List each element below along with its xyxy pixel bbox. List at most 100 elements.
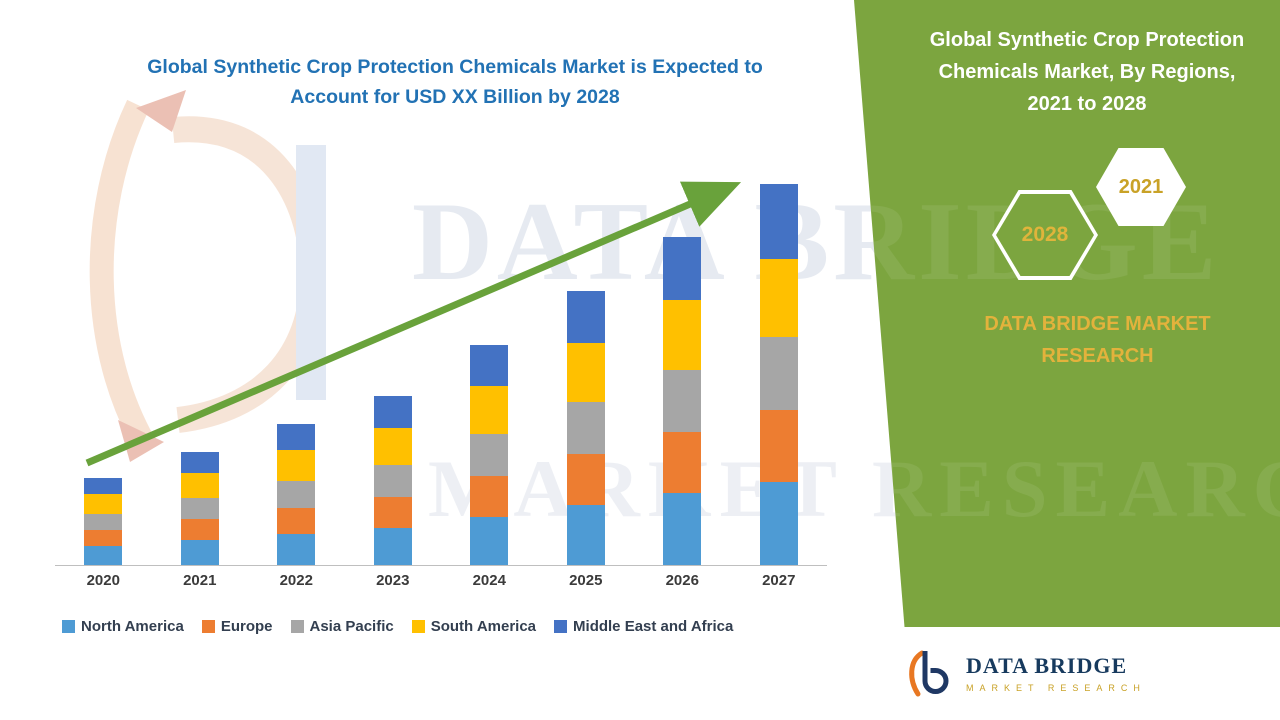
x-axis-labels: 2020 2021 2022 2023 2024 2025 2026 2027 bbox=[55, 572, 827, 589]
bar-segment-asia-pacific bbox=[470, 434, 509, 476]
legend-item-asia-pacific: Asia Pacific bbox=[290, 618, 394, 635]
footer-logo-text: DATA BRIDGE MARKET RESEARCH bbox=[966, 653, 1146, 694]
bar-segment-asia-pacific bbox=[759, 337, 798, 410]
legend-item-europe: Europe bbox=[201, 618, 273, 635]
bar-column-2026 bbox=[634, 178, 731, 565]
bar-segment-europe bbox=[663, 432, 702, 493]
bar-segment-asia-pacific bbox=[566, 402, 605, 454]
x-axis-label: 2021 bbox=[183, 572, 217, 589]
panel-brand: DATA BRIDGE MARKET RESEARCH bbox=[930, 308, 1265, 372]
bar-segment-asia-pacific bbox=[277, 481, 316, 508]
bar-segment-asia-pacific bbox=[84, 514, 123, 530]
panel-title: Global Synthetic Crop Protection Chemica… bbox=[912, 24, 1262, 120]
footer-brand-subtitle: MARKET RESEARCH bbox=[966, 683, 1146, 694]
chart-title-line-1: Global Synthetic Crop Protection Chemica… bbox=[147, 56, 763, 78]
bar-segment-south-america bbox=[759, 259, 798, 337]
panel-watermark-line2: MARKET RESEARCH bbox=[428, 443, 1280, 534]
bar-segment-south-america bbox=[277, 450, 316, 481]
bar-stack bbox=[566, 291, 605, 565]
legend-swatch bbox=[62, 620, 75, 633]
bar-segment-north-america bbox=[470, 517, 509, 565]
bar-column-2025 bbox=[538, 178, 635, 565]
bar-segment-europe bbox=[373, 497, 412, 528]
legend-swatch bbox=[554, 620, 568, 633]
x-axis-label: 2022 bbox=[279, 572, 313, 589]
bar-segment-middle-east-and-africa bbox=[277, 424, 316, 450]
x-axis-label: 2026 bbox=[665, 572, 699, 589]
bar-segment-north-america bbox=[663, 493, 702, 565]
bar-segment-middle-east-and-africa bbox=[663, 237, 702, 300]
bar-segment-south-america bbox=[566, 343, 605, 402]
footer-brand-name: DATA BRIDGE bbox=[966, 652, 1128, 678]
bar-segment-europe bbox=[470, 476, 509, 517]
panel-brand-line-1: DATA BRIDGE MARKET bbox=[984, 313, 1211, 335]
legend-label: North America bbox=[81, 618, 184, 635]
bar-segment-north-america bbox=[84, 546, 123, 565]
bar-segment-middle-east-and-africa bbox=[566, 291, 605, 343]
legend-swatch bbox=[201, 620, 215, 633]
bar-chart bbox=[55, 178, 827, 566]
bar-segment-south-america bbox=[470, 386, 509, 434]
bar-segment-south-america bbox=[373, 428, 412, 465]
data-bridge-logo-icon bbox=[909, 650, 949, 696]
x-axis-label: 2027 bbox=[762, 572, 796, 589]
bar-segment-asia-pacific bbox=[373, 465, 412, 497]
panel-brand-line-2: RESEARCH bbox=[1041, 345, 1154, 367]
bar-segment-south-america bbox=[84, 494, 123, 514]
bar-segment-asia-pacific bbox=[180, 498, 219, 519]
panel-title-line-2: Chemicals Market, By Regions, bbox=[938, 61, 1236, 83]
chart-legend: North America Europe Asia Pacific South Ame… bbox=[62, 618, 733, 635]
legend-item-south-america: South America bbox=[411, 618, 537, 635]
bar-segment-south-america bbox=[663, 300, 702, 370]
bar-segment-middle-east-and-africa bbox=[180, 452, 219, 473]
bar-segment-north-america bbox=[759, 482, 798, 565]
bar-stack bbox=[759, 184, 798, 565]
panel-title-line-3: 2021 to 2028 bbox=[1027, 93, 1147, 115]
bar-segment-europe bbox=[759, 410, 798, 482]
legend-swatch bbox=[290, 620, 304, 633]
x-axis-label: 2023 bbox=[376, 572, 410, 589]
bar-column-2023 bbox=[345, 178, 442, 565]
bar-stack bbox=[373, 396, 412, 565]
x-axis-label: 2025 bbox=[569, 572, 603, 589]
bar-segment-europe bbox=[277, 508, 316, 534]
bar-segment-middle-east-and-africa bbox=[84, 478, 123, 494]
bar-segment-middle-east-and-africa bbox=[759, 184, 798, 259]
panel-title-line-1: Global Synthetic Crop Protection bbox=[929, 29, 1245, 51]
bar-segment-middle-east-and-africa bbox=[373, 396, 412, 428]
bar-segment-asia-pacific bbox=[663, 370, 702, 432]
bar-segment-europe bbox=[566, 454, 605, 505]
bar-segment-north-america bbox=[566, 505, 605, 565]
bar-column-2024 bbox=[441, 178, 538, 565]
hexagon-2028-label: 2028 bbox=[996, 194, 1094, 276]
right-panel: DATA BRIDGE MARKET RESEARCH Global Synth… bbox=[854, 0, 1280, 720]
x-axis-label: 2020 bbox=[86, 572, 120, 589]
footer-logo-box: DATA BRIDGE MARKET RESEARCH bbox=[888, 627, 1280, 720]
bar-segment-north-america bbox=[180, 540, 219, 565]
bar-stack bbox=[180, 452, 219, 565]
chart-title-line-2: Account for USD XX Billion by 2028 bbox=[290, 86, 620, 109]
bar-segment-north-america bbox=[373, 528, 412, 565]
bar-stack bbox=[663, 237, 702, 565]
bar-column-2020 bbox=[55, 178, 152, 565]
x-axis-label: 2024 bbox=[472, 572, 506, 589]
bar-segment-europe bbox=[84, 530, 123, 546]
bar-column-2021 bbox=[152, 178, 249, 565]
legend-swatch bbox=[411, 620, 425, 633]
chart-title: Global Synthetic Crop Protection Chemica… bbox=[70, 52, 840, 112]
bar-segment-north-america bbox=[277, 534, 316, 565]
hexagon-2021: 2021 bbox=[1096, 148, 1186, 226]
legend-item-middle-east-and-africa: Middle East and Africa bbox=[554, 618, 733, 635]
legend-label: South America bbox=[430, 618, 537, 635]
legend-item-north-america: North America bbox=[62, 618, 184, 635]
legend-label: Europe bbox=[220, 618, 273, 635]
legend-label: Asia Pacific bbox=[309, 618, 394, 635]
legend-label: Middle East and Africa bbox=[573, 618, 734, 635]
bar-stack bbox=[470, 345, 509, 565]
bar-column-2022 bbox=[248, 178, 345, 565]
bar-segment-europe bbox=[180, 519, 219, 540]
bar-segment-south-america bbox=[180, 473, 219, 498]
bar-column-2027 bbox=[731, 178, 828, 565]
bar-stack bbox=[277, 424, 316, 565]
